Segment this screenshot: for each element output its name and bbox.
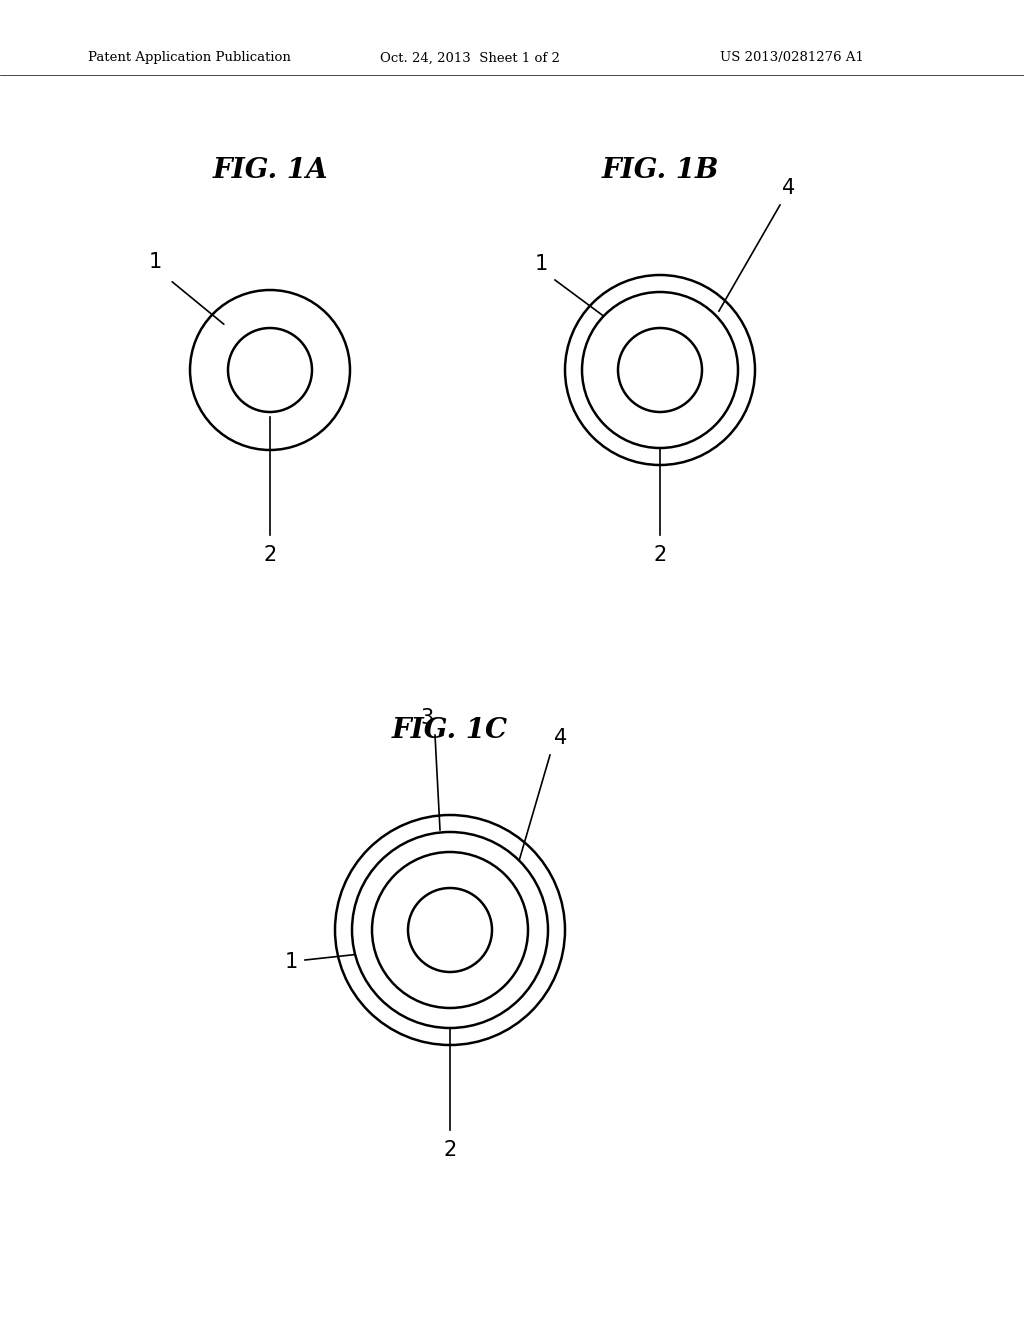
Circle shape bbox=[190, 290, 350, 450]
Text: US 2013/0281276 A1: US 2013/0281276 A1 bbox=[720, 51, 864, 65]
Text: 4: 4 bbox=[782, 178, 796, 198]
Circle shape bbox=[618, 327, 702, 412]
Text: 2: 2 bbox=[443, 1140, 457, 1160]
Circle shape bbox=[372, 851, 528, 1008]
Text: FIG. 1B: FIG. 1B bbox=[601, 157, 719, 183]
Text: FIG. 1C: FIG. 1C bbox=[392, 717, 508, 743]
Text: 1: 1 bbox=[285, 952, 298, 972]
Text: 3: 3 bbox=[421, 708, 434, 729]
Text: 2: 2 bbox=[263, 545, 276, 565]
Text: Patent Application Publication: Patent Application Publication bbox=[88, 51, 291, 65]
Circle shape bbox=[228, 327, 312, 412]
Circle shape bbox=[408, 888, 492, 972]
Circle shape bbox=[352, 832, 548, 1028]
Text: FIG. 1A: FIG. 1A bbox=[212, 157, 328, 183]
Circle shape bbox=[335, 814, 565, 1045]
Circle shape bbox=[582, 292, 738, 447]
Text: Oct. 24, 2013  Sheet 1 of 2: Oct. 24, 2013 Sheet 1 of 2 bbox=[380, 51, 560, 65]
Text: 4: 4 bbox=[554, 729, 567, 748]
Text: 1: 1 bbox=[535, 253, 548, 275]
Circle shape bbox=[565, 275, 755, 465]
Text: 2: 2 bbox=[653, 545, 667, 565]
Text: 1: 1 bbox=[148, 252, 162, 272]
